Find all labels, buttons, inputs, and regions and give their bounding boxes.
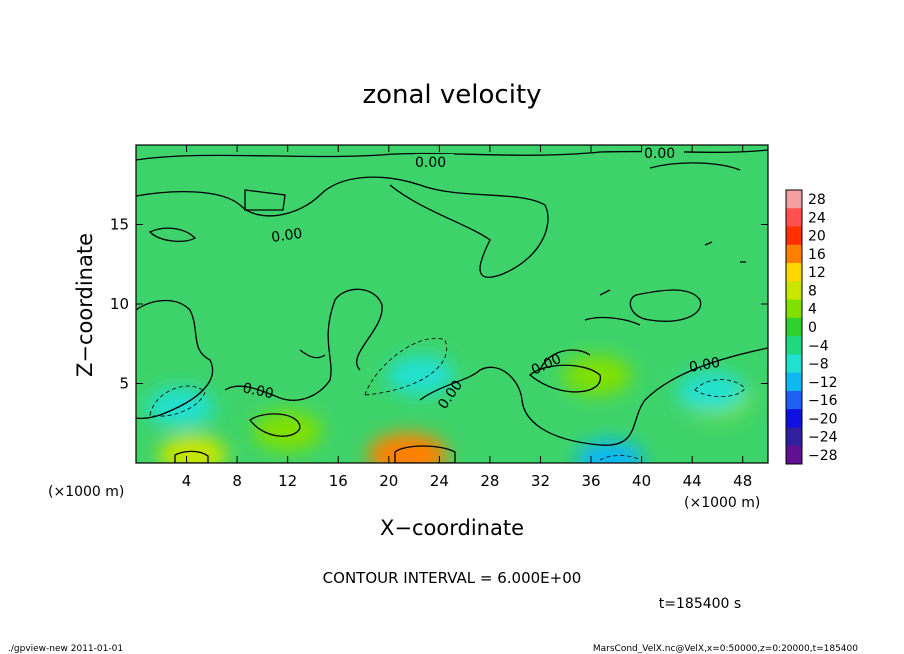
x-axis: 4 8 12 16 20 24 28 32 36 40 44 48 [182, 145, 752, 490]
colorbar-swatch [786, 208, 802, 228]
y-tick-label: 15 [110, 216, 129, 234]
colorbar-label: −16 [808, 393, 838, 409]
plot-area: 0.00 0.00 0.00 0.00 0.00 0.00 0.00 [136, 145, 768, 463]
colorbar-label: 0 [808, 320, 817, 336]
contour-label-group: 0.00 0.00 0.00 0.00 0.00 0.00 0.00 [241, 145, 721, 412]
colorbar-label: 8 [808, 283, 817, 299]
x-tick-label: 36 [581, 472, 600, 490]
colorbar-swatch [786, 299, 802, 319]
colorbar-swatch [786, 445, 802, 465]
x-tick-label: 16 [329, 472, 348, 490]
colorbar-label: 12 [808, 265, 826, 281]
colorbar-label: −12 [808, 375, 838, 391]
colorbar-swatch [786, 372, 802, 392]
colorbar: 28 24 20 16 12 8 4 0 −4 −8 −12 −16 −20 −24 −28 [785, 189, 838, 465]
x-tick-label: 12 [278, 472, 297, 490]
chart-title: zonal velocity [362, 80, 541, 110]
plot-background [136, 145, 768, 463]
features-layer [146, 355, 752, 463]
colorbar-swatch [786, 336, 802, 355]
positive-anomaly [158, 435, 227, 463]
footer-left: ./gpview-new 2011-01-01 [8, 644, 123, 654]
contour-lines [136, 149, 768, 463]
x-tick-label: 20 [379, 472, 398, 490]
colorbar-label: −8 [808, 357, 829, 373]
negative-anomaly [677, 371, 746, 412]
x-axis-unit-left: (×1000 m) [48, 484, 124, 500]
negative-anomaly [386, 355, 455, 396]
colorbar-swatch [786, 427, 802, 447]
y-tick-label: 10 [110, 295, 129, 313]
colorbar-label: 24 [808, 210, 826, 226]
contour-label: 0.00 [415, 155, 446, 171]
x-axis-unit-right: (×1000 m) [684, 495, 760, 511]
colorbar-swatch [786, 244, 802, 264]
x-tick-label: 44 [683, 472, 702, 490]
colorbar-label: −24 [808, 430, 838, 446]
colorbar-label: −20 [808, 411, 838, 427]
colorbar-swatch [786, 354, 802, 374]
colorbar-label: 28 [808, 192, 826, 208]
colorbar-swatch [786, 409, 802, 428]
x-tick-label: 40 [632, 472, 651, 490]
y-tick-label: 5 [119, 375, 129, 393]
x-tick-label: 32 [531, 472, 550, 490]
contour-label: 0.00 [270, 226, 303, 246]
colorbar-frame [785, 189, 803, 465]
x-tick-label: 8 [232, 472, 242, 490]
contour-label: 0.00 [688, 355, 721, 376]
positive-anomaly [563, 355, 632, 396]
colorbar-label: −28 [808, 448, 838, 464]
colorbar-swatch [786, 281, 802, 301]
x-axis-label: X−coordinate [380, 516, 524, 540]
negative-anomaly [146, 387, 215, 428]
footer-right: MarsCond_VelX.nc@VelX,x=0:50000,z=0:2000… [593, 644, 858, 654]
colorbar-swatch [786, 226, 802, 246]
colorbar-label: −4 [808, 338, 829, 354]
time-label: t=185400 s [659, 596, 741, 612]
colorbar-swatch [786, 263, 802, 282]
negative-anomaly [576, 439, 644, 463]
positive-anomaly [253, 411, 322, 452]
contour-interval-text: CONTOUR INTERVAL = 6.000E+00 [323, 569, 582, 587]
x-tick-label: 28 [480, 472, 499, 490]
contour-label: 0.00 [241, 380, 275, 402]
x-tick-label: 4 [182, 472, 192, 490]
colorbar-label: 20 [808, 229, 826, 245]
y-axis: 5 10 15 [110, 216, 768, 393]
colorbar-swatch [786, 190, 802, 209]
contour-label: 0.00 [644, 146, 675, 162]
y-axis-label: Z−coordinate [73, 233, 97, 377]
contour-lines-negative [149, 337, 746, 461]
colorbar-swatch [786, 317, 802, 337]
colorbar-label: 4 [808, 302, 817, 318]
x-tick-label: 48 [733, 472, 752, 490]
positive-anomaly [367, 433, 448, 463]
x-tick-label: 24 [430, 472, 449, 490]
colorbar-swatch [786, 390, 802, 410]
colorbar-label: 16 [808, 247, 826, 263]
